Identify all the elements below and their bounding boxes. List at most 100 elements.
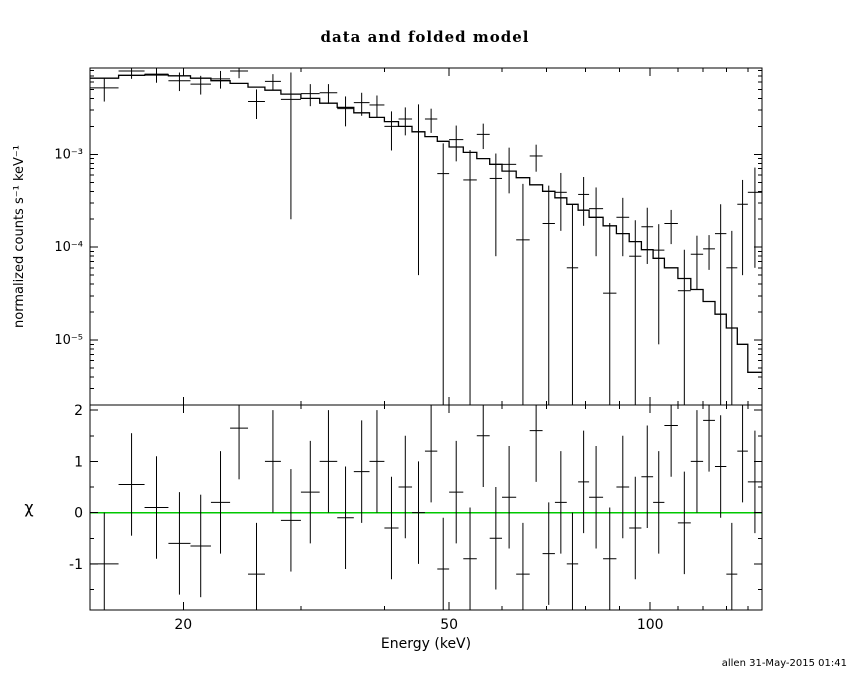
residual-point: [747, 430, 762, 534]
residual-point: [566, 512, 579, 610]
data-point: [118, 68, 145, 79]
chi-tick-label: 0: [74, 506, 83, 522]
y-axis-label-counts-text: normalized counts s⁻¹ keV⁻¹: [11, 145, 27, 328]
residual-point: [714, 415, 727, 518]
data-point: [449, 125, 464, 162]
data-point: [664, 209, 678, 245]
data-point: [437, 143, 450, 405]
data-point: [726, 230, 738, 405]
residual-point: [542, 502, 555, 605]
residual-point: [449, 440, 464, 544]
residual-point: [690, 410, 704, 513]
chi-tick-label: -1: [69, 557, 83, 573]
y-axis-label-chi-text: χ: [24, 498, 34, 517]
data-point: [412, 104, 425, 276]
residual-point: [353, 420, 370, 523]
residual-point: [629, 476, 642, 580]
residual-point: [516, 522, 530, 610]
data-point: [264, 74, 281, 91]
data-point: [542, 185, 555, 405]
y-tick-label: 10⁻⁵: [54, 333, 83, 348]
residual-point: [319, 410, 338, 513]
data-point: [690, 235, 704, 290]
residual-point: [118, 433, 145, 536]
residual-point: [653, 451, 665, 554]
counts-axis-ticks: 10⁻³ 10⁻⁴ 10⁻⁵: [54, 69, 762, 390]
data-point: [398, 107, 413, 136]
data-point: [210, 70, 231, 89]
residual-point: [664, 405, 678, 477]
data-point: [489, 153, 503, 257]
chi-axis-ticks: 2 1 0 -1: [69, 403, 762, 590]
data-point: [616, 197, 630, 257]
residual-point: [337, 466, 354, 569]
residual-point: [578, 430, 590, 534]
data-point: [319, 84, 338, 104]
data-point: [369, 95, 385, 118]
data-point: [230, 68, 249, 79]
data-point: [90, 77, 119, 102]
residual-point: [641, 425, 654, 528]
residual-point: [476, 405, 490, 487]
residual-points: [90, 405, 762, 610]
residual-point: [703, 405, 715, 472]
residual-point: [280, 469, 301, 572]
data-point: [677, 249, 691, 405]
data-point: [629, 220, 642, 405]
data-point: [502, 147, 517, 194]
residual-point: [489, 487, 503, 590]
data-point: [463, 150, 477, 405]
y-tick-label: 10⁻³: [54, 147, 83, 162]
model-step-path: [90, 74, 762, 373]
panel-frames: [89, 67, 763, 611]
residual-point: [616, 435, 630, 539]
y-axis-label-counts: normalized counts s⁻¹ keV⁻¹: [6, 68, 32, 405]
data-point: [703, 235, 715, 270]
timestamp: allen 31-May-2015 01:41: [721, 658, 847, 669]
x-axis-ticks: 20 50 100: [174, 68, 749, 633]
residual-point: [210, 451, 231, 554]
residual-point: [90, 512, 119, 610]
residual-point: [248, 522, 265, 610]
chart-title: data and folded model: [320, 28, 530, 46]
residual-point: [529, 405, 543, 482]
chi-tick-label: 2: [74, 403, 83, 419]
data-point: [300, 84, 320, 107]
residual-point: [463, 507, 477, 610]
data-point: [554, 172, 567, 231]
residual-point: [554, 451, 567, 554]
data-point: [144, 68, 169, 83]
y-tick-label: 10⁻⁴: [54, 240, 83, 255]
data-point: [747, 167, 762, 268]
data-point: [190, 75, 211, 95]
residual-point: [369, 410, 385, 513]
residual-point: [677, 471, 691, 575]
x-tick-label: 100: [637, 617, 664, 633]
data-point: [337, 96, 354, 127]
residual-point: [502, 446, 517, 549]
data-point: [516, 183, 530, 405]
residual-point: [144, 456, 169, 559]
data-points: [90, 68, 762, 405]
data-point: [476, 123, 490, 150]
data-point: [280, 72, 301, 220]
y-axis-label-chi: χ: [16, 405, 42, 610]
data-point: [424, 108, 438, 133]
data-point: [168, 72, 191, 92]
data-point: [566, 204, 579, 405]
residual-point: [726, 522, 738, 610]
data-point: [248, 89, 265, 120]
residual-point: [603, 507, 617, 610]
data-point: [641, 207, 654, 264]
residual-point: [437, 517, 450, 610]
data-point: [653, 224, 665, 345]
data-point: [603, 223, 617, 405]
bottom-panel-frame: [89, 404, 763, 611]
chi-tick-label: 1: [74, 454, 83, 470]
residual-point: [264, 410, 281, 513]
residual-point: [300, 440, 320, 544]
residual-point: [589, 446, 604, 549]
x-axis-label: Energy (keV): [380, 636, 472, 652]
